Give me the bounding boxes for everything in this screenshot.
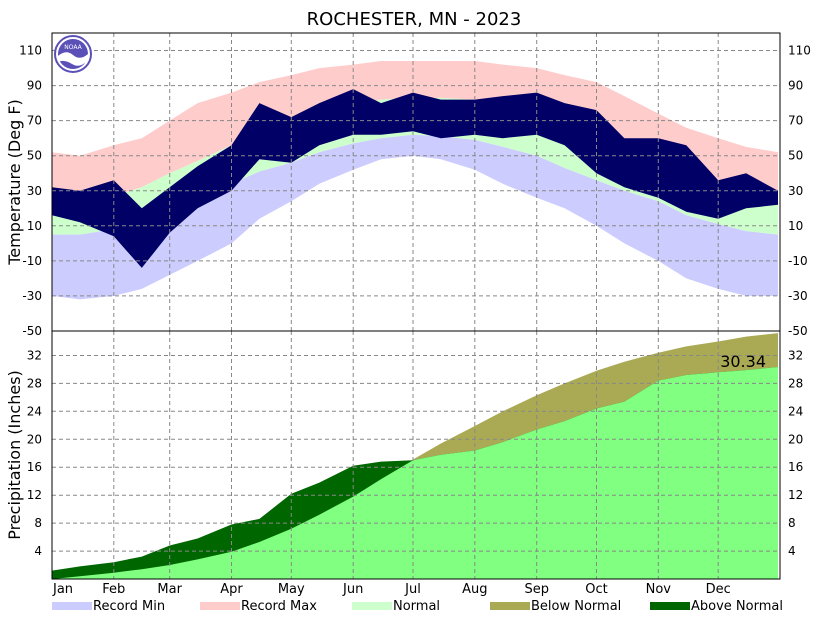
temp-tick-label-left: 110 xyxy=(19,44,42,58)
legend-label: Below Normal xyxy=(531,599,621,614)
precipitation-panel: 4 8 12 16 20 24 28 32 4 8 12 16 20 24 28 32 Precipitat… xyxy=(5,331,803,579)
month-label: Dec xyxy=(706,582,731,597)
prcp-tick-label-right: 12 xyxy=(788,488,803,502)
month-label: Oct xyxy=(585,582,607,597)
legend-swatch xyxy=(352,602,392,610)
temp-tick-label-left: 50 xyxy=(27,149,42,163)
prcp-tick-label-right: 8 xyxy=(788,516,796,530)
prcp-tick-label-left: 4 xyxy=(34,544,42,558)
temperature-y-ticks-left: -50 -30 -10 10 30 50 70 90 110 xyxy=(19,44,42,339)
month-label: Sep xyxy=(524,582,549,597)
legend-label: Above Normal xyxy=(691,599,783,614)
prcp-tick-label-left: 20 xyxy=(27,432,42,446)
noaa-logo-icon: NOAA xyxy=(54,35,92,73)
legend-swatch xyxy=(52,602,92,610)
prcp-tick-label-left: 24 xyxy=(27,404,42,418)
temp-tick-label-right: -30 xyxy=(788,289,808,303)
month-label: Aug xyxy=(462,582,487,597)
prcp-tick-label-left: 8 xyxy=(34,516,42,530)
legend-swatch xyxy=(200,602,240,610)
prcp-tick-label-right: 16 xyxy=(788,460,803,474)
legend: Record Min Record Max Normal Below Normal Ab… xyxy=(52,599,783,614)
precipitation-total-label: 30.34 xyxy=(720,352,766,371)
prcp-tick-label-right: 24 xyxy=(788,404,803,418)
prcp-tick-label-right: 32 xyxy=(788,349,803,363)
plot-frame xyxy=(51,32,781,580)
prcp-tick-label-left: 32 xyxy=(27,349,42,363)
legend-swatch xyxy=(650,602,690,610)
month-label: Mar xyxy=(157,582,182,597)
temp-tick-label-right: -50 xyxy=(788,324,808,338)
month-label: Nov xyxy=(646,582,672,597)
logo-wave xyxy=(58,52,88,66)
record-min-band xyxy=(52,134,778,300)
precipitation-y-ticks-right: 4 8 12 16 20 24 28 32 xyxy=(788,349,803,559)
legend-swatch xyxy=(490,602,530,610)
month-label: Jun xyxy=(342,582,363,597)
precipitation-y-axis-label: Precipitation (Inches) xyxy=(5,370,24,540)
precipitation-y-ticks-left: 4 8 12 16 20 24 28 32 xyxy=(27,349,42,559)
chart-title: ROCHESTER, MN - 2023 xyxy=(307,9,522,30)
prcp-tick-label-right: 4 xyxy=(788,544,796,558)
prcp-tick-label-left: 28 xyxy=(27,376,42,390)
observed-precipitation-area xyxy=(52,367,778,579)
month-label: Jan xyxy=(52,582,73,597)
temp-tick-label-right: 90 xyxy=(788,79,803,93)
temp-tick-label-right: 70 xyxy=(788,114,803,128)
temp-tick-label-left: -10 xyxy=(22,254,42,268)
prcp-tick-label-left: 16 xyxy=(27,460,42,474)
temp-tick-label-left: 70 xyxy=(27,114,42,128)
temp-tick-label-right: 10 xyxy=(788,219,803,233)
temperature-y-ticks-right: -50 -30 -10 10 30 50 70 90 110 xyxy=(788,44,811,339)
temperature-grid xyxy=(52,33,780,331)
logo-text: NOAA xyxy=(64,44,82,51)
month-label: Jul xyxy=(404,582,421,597)
temperature-y-axis-label: Temperature (Deg F) xyxy=(5,99,24,266)
month-label: Apr xyxy=(220,582,243,597)
month-label: May xyxy=(278,582,305,597)
legend-label: Normal xyxy=(393,599,440,614)
temp-tick-label-left: -50 xyxy=(22,324,42,338)
prcp-tick-label-right: 20 xyxy=(788,432,803,446)
precipitation-grid xyxy=(52,331,780,579)
month-label: Feb xyxy=(102,582,125,597)
prcp-tick-label-left: 12 xyxy=(27,488,42,502)
temperature-panel: -50 -30 -10 10 30 50 70 90 110 -50 -30 -10 10 30 50 70… xyxy=(5,33,811,338)
temp-tick-label-left: 90 xyxy=(27,79,42,93)
month-labels: Jan Feb Mar Apr May Jun Jul Aug Sep Oct Nov Dec xyxy=(52,582,731,597)
temp-tick-label-right: 110 xyxy=(788,44,811,58)
temp-tick-label-left: 30 xyxy=(27,184,42,198)
legend-label: Record Min xyxy=(93,599,165,614)
temp-tick-label-right: 30 xyxy=(788,184,803,198)
temp-tick-label-right: 50 xyxy=(788,149,803,163)
temp-tick-label-right: -10 xyxy=(788,254,808,268)
legend-label: Record Max xyxy=(241,599,317,614)
temp-tick-label-left: 10 xyxy=(27,219,42,233)
temp-tick-label-left: -30 xyxy=(22,289,42,303)
prcp-tick-label-right: 28 xyxy=(788,376,803,390)
